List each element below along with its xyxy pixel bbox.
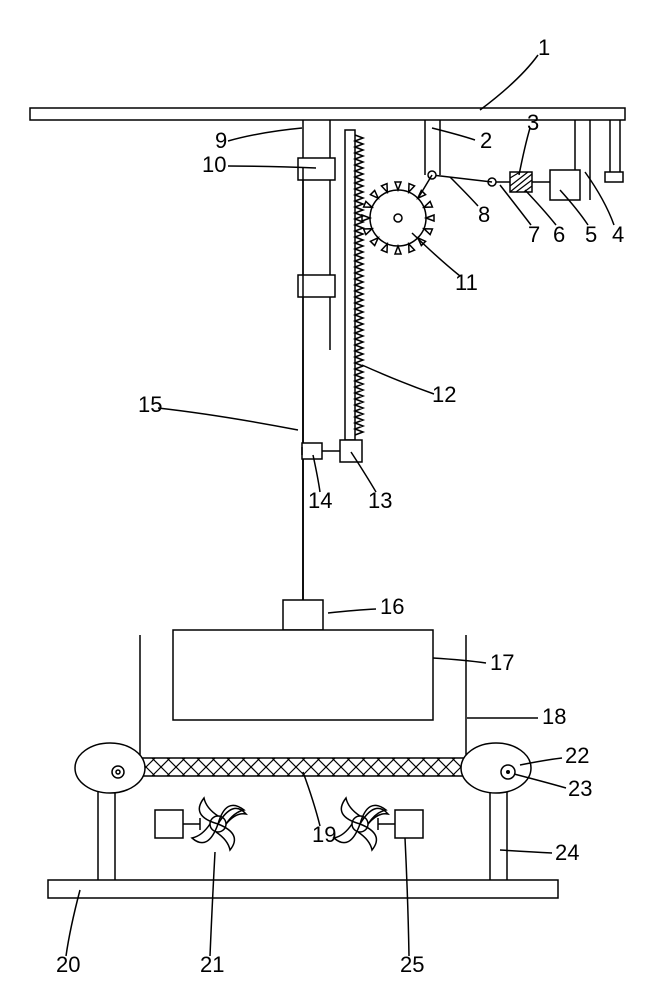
press-block	[173, 630, 433, 720]
label-6: 6	[553, 222, 565, 247]
label-16: 16	[380, 594, 404, 619]
label-9: 9	[215, 128, 227, 153]
rod-bottom-block	[283, 600, 323, 630]
label-15: 15	[138, 392, 162, 417]
fan-right	[334, 798, 423, 850]
label-25: 25	[400, 952, 424, 977]
label-8: 8	[478, 202, 490, 227]
label-10: 10	[202, 152, 226, 177]
label-3: 3	[527, 110, 539, 135]
label-20: 20	[56, 952, 80, 977]
rack-end-block	[340, 440, 362, 462]
label-7: 7	[528, 222, 540, 247]
label-13: 13	[368, 488, 392, 513]
label-21: 21	[200, 952, 224, 977]
rack-teeth	[355, 135, 363, 435]
pulley-left	[75, 743, 145, 793]
label-2: 2	[480, 128, 492, 153]
label-1: 1	[538, 35, 550, 60]
label-23: 23	[568, 776, 592, 801]
label-12: 12	[432, 382, 456, 407]
label-4: 4	[612, 222, 624, 247]
pulley-right	[461, 743, 531, 793]
roller-block	[302, 443, 322, 459]
label-18: 18	[542, 704, 566, 729]
label-22: 22	[565, 743, 589, 768]
label-24: 24	[555, 840, 579, 865]
mechanical-diagram: 1 2 3 4 5 6 7 8 9 10 11 12 13 14 15 16 1…	[0, 0, 651, 1000]
label-17: 17	[490, 650, 514, 675]
label-19: 19	[312, 822, 336, 847]
base-plate	[48, 880, 558, 898]
fan-left	[155, 798, 246, 850]
label-5: 5	[585, 222, 597, 247]
label-14: 14	[308, 488, 332, 513]
label-11: 11	[455, 270, 478, 295]
